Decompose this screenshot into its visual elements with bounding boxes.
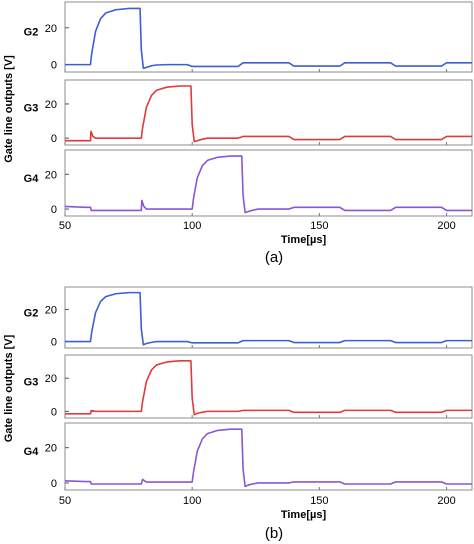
panel-frame [64, 149, 473, 217]
y-tick-label: 0 [51, 133, 57, 145]
y-tick-label: 20 [45, 304, 57, 316]
x-tick-label: 50 [59, 495, 71, 507]
y-tick-label: 0 [51, 478, 57, 490]
series-line-g3 [65, 360, 472, 416]
panel-g3: 0 20 G3 [24, 354, 473, 419]
y-tick-label: 20 [45, 23, 57, 35]
panel-frame [64, 1, 473, 73]
panel-g4: 0 20 G4 [24, 149, 473, 217]
series-label-g2: G2 [24, 308, 39, 320]
x-tick-label: 200 [437, 495, 455, 507]
panel-g4: 0 20 G4 [24, 422, 473, 491]
y-tick-label: 20 [45, 373, 57, 385]
series-line-g4 [64, 428, 472, 488]
x-axis-label: Time[µs] [281, 234, 327, 246]
chart-1: 0 20 G2 0 20 G3 0 20 G4 50 100 150 200 Time[µs] Gate l… [3, 1, 473, 266]
y-tick-label: 20 [45, 443, 57, 455]
chart-2: 0 20 G2 0 20 G3 0 20 G4 50 100 150 200 Time[µs] Gate l… [3, 286, 473, 542]
series-label-g4: G4 [24, 446, 40, 458]
y-tick-label: 20 [45, 99, 57, 111]
x-tick-label: 200 [437, 220, 455, 232]
series-label-g4: G4 [24, 173, 40, 185]
x-tick-label: 100 [183, 495, 201, 507]
series-line-g3 [65, 85, 472, 143]
y-tick-label: 0 [51, 406, 57, 418]
panel-frame [64, 422, 473, 491]
x-tick-label: 150 [310, 495, 328, 507]
panel-g2: 0 20 G2 [24, 286, 473, 349]
series-label-g2: G2 [24, 26, 39, 38]
x-tick-label: 150 [310, 220, 328, 232]
series-line-g4 [64, 155, 472, 214]
x-tick-label: 100 [183, 220, 201, 232]
y-tick-label: 0 [51, 337, 57, 349]
figure-caption: (b) [265, 525, 283, 542]
series-label-g3: G3 [24, 102, 39, 114]
panel-frame [64, 79, 473, 146]
y-axis-label: Gate line outputs [V] [3, 334, 15, 442]
figure-caption: (a) [265, 249, 283, 266]
series-line-g2 [65, 291, 472, 346]
x-axis-label: Time[µs] [281, 509, 327, 521]
series-line-g2 [65, 7, 472, 70]
y-axis-label: Gate line outputs [V] [3, 55, 15, 163]
y-tick-label: 0 [51, 60, 57, 72]
panel-frame [64, 354, 473, 419]
x-tick-label: 50 [59, 220, 71, 232]
panel-g3: 0 20 G3 [24, 79, 473, 146]
y-tick-label: 20 [45, 169, 57, 181]
y-tick-label: 0 [51, 204, 57, 216]
series-label-g3: G3 [24, 377, 39, 389]
panel-frame [64, 286, 473, 349]
panel-g2: 0 20 G2 [24, 1, 473, 73]
